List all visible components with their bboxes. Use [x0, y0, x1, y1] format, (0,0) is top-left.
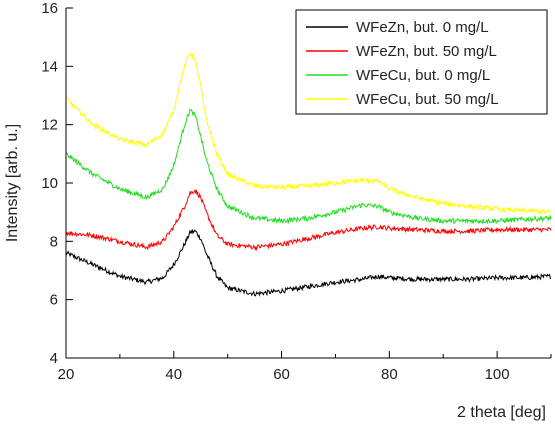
x-tick-label: 80: [381, 366, 398, 383]
y-tick-label: 14: [41, 58, 58, 75]
x-axis-title: 2 theta [deg]: [457, 404, 546, 421]
y-axis-title: Intensity [arb. u.]: [4, 124, 21, 242]
series-layer: [65, 52, 552, 298]
x-tick-label: 60: [273, 366, 290, 383]
series-line-3: [65, 107, 552, 225]
x-tick-label: 100: [485, 366, 510, 383]
legend: WFeZn, but. 0 mg/L WFeZn, but. 50 mg/L WFe…: [295, 9, 548, 115]
legend-label: WFeCu, but. 50 mg/L: [356, 91, 499, 108]
series-line-2: [65, 189, 552, 252]
x-tick-label: 40: [165, 366, 182, 383]
legend-label: WFeZn, but. 50 mg/L: [356, 43, 497, 60]
y-tick-label: 8: [50, 233, 58, 250]
y-tick-label: 12: [41, 117, 58, 134]
y-tick-label: 16: [41, 0, 58, 17]
y-tick-label: 6: [50, 292, 58, 309]
legend-label: WFeCu, but. 0 mg/L: [356, 67, 490, 84]
y-tick-label: 4: [50, 350, 58, 367]
series-line-4: [65, 52, 552, 215]
y-tick-label: 10: [41, 175, 58, 192]
legend-label: WFeZn, but. 0 mg/L: [356, 19, 489, 36]
series-line-1: [65, 228, 552, 298]
x-tick-label: 20: [58, 366, 75, 383]
axes-layer: 4 6 8 10 12 14 16 20 40 60 80 100: [41, 0, 552, 383]
